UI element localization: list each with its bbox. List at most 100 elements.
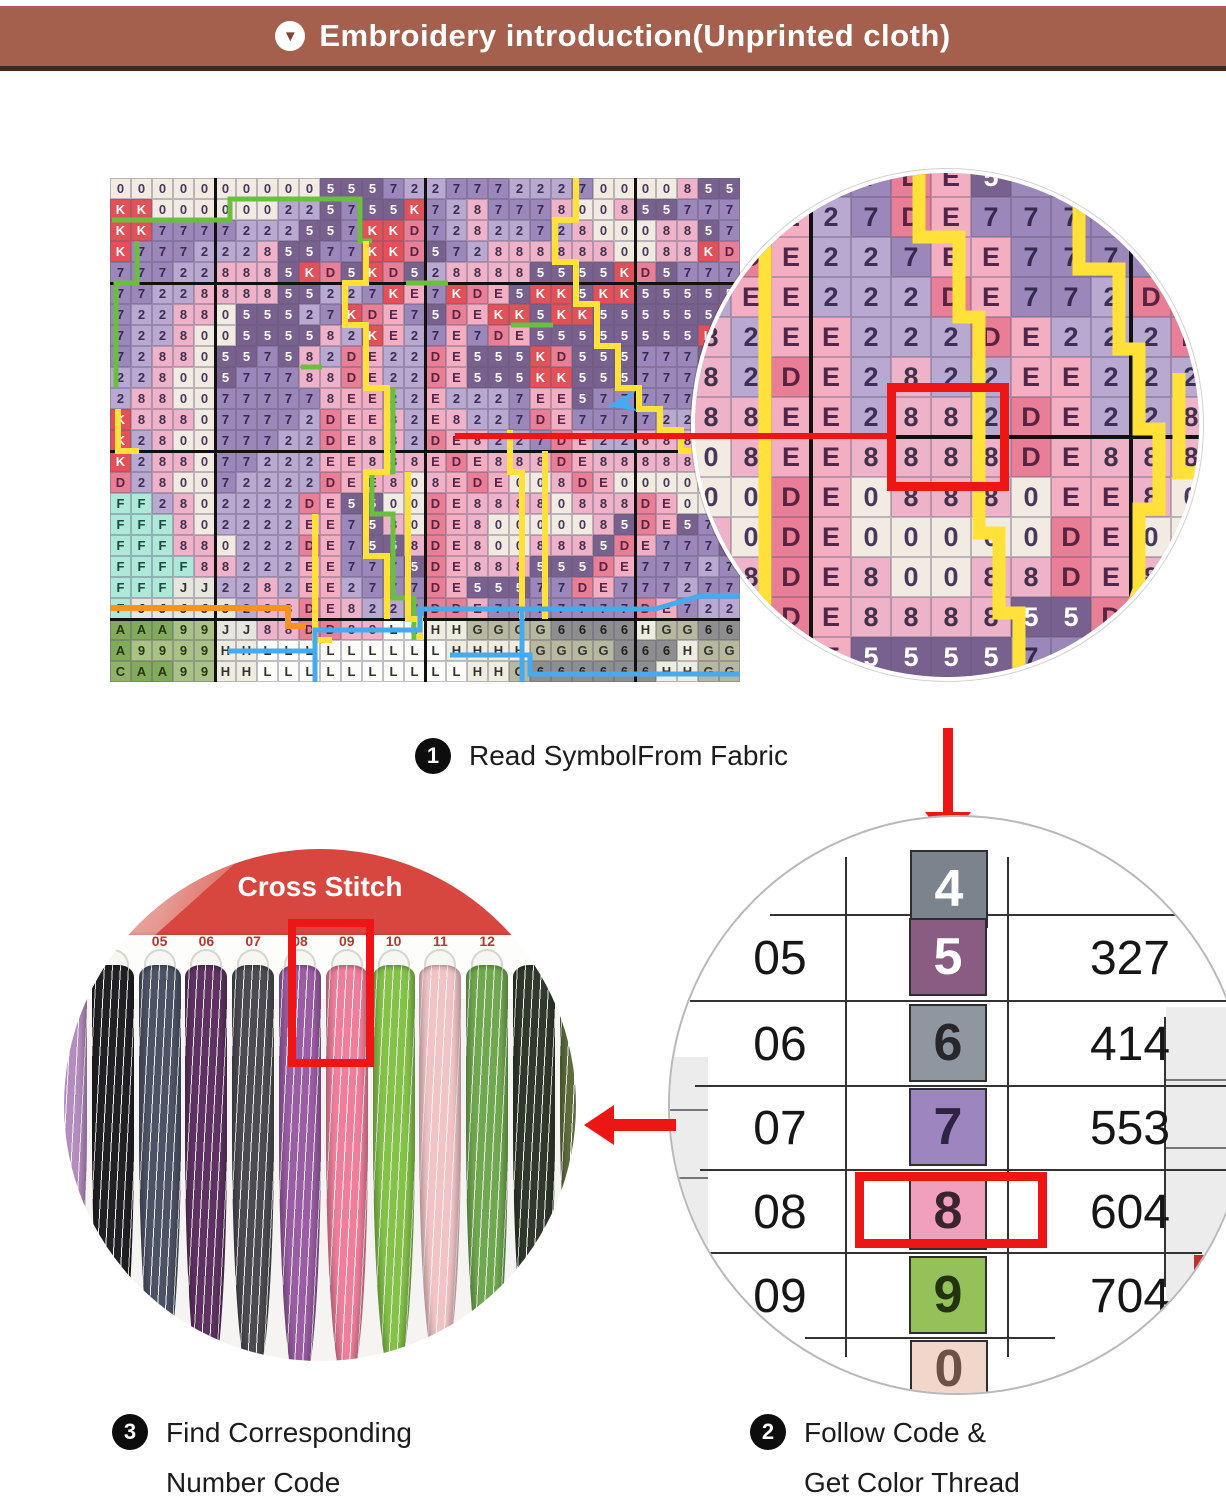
pattern-cell: E: [320, 598, 341, 619]
magnified-cell: 7: [1131, 173, 1171, 197]
pattern-cell: H: [236, 640, 257, 661]
pattern-cell: 7: [341, 514, 362, 535]
pattern-cell: 7: [110, 304, 131, 325]
pattern-cell: K: [110, 220, 131, 241]
magnifier-bold-line: [695, 435, 1199, 439]
pattern-cell: 8: [362, 451, 383, 472]
pattern-cell: 6: [530, 661, 551, 682]
pattern-cell: 7: [509, 598, 530, 619]
pattern-cell: 7: [215, 409, 236, 430]
pattern-cell: 8: [572, 535, 593, 556]
pattern-cell: 2: [299, 430, 320, 451]
pattern-cell: E: [341, 430, 362, 451]
pattern-cell: F: [110, 514, 131, 535]
pattern-cell: 0: [215, 535, 236, 556]
pattern-cell: 0: [593, 178, 614, 199]
table-hline: [702, 1252, 1202, 1254]
pattern-cell: 8: [572, 241, 593, 262]
magnified-cell: 2: [695, 237, 731, 277]
step2-text-line1: Follow Code &: [804, 1417, 987, 1448]
pattern-cell: 2: [215, 577, 236, 598]
sliver-line: [670, 1109, 708, 1111]
pattern-cell: E: [656, 598, 677, 619]
pattern-cell: 0: [551, 493, 572, 514]
pattern-cell: 8: [383, 451, 404, 472]
pattern-cell: 2: [530, 178, 551, 199]
pattern-cell: G: [509, 619, 530, 640]
magnified-cell: 7: [1091, 197, 1131, 237]
symbol-square-7: 7: [909, 1088, 987, 1166]
pattern-cell: 7: [635, 556, 656, 577]
magnified-cell: 5: [891, 637, 931, 677]
magnified-cell: 2: [931, 317, 971, 357]
magnified-cell: 7: [971, 197, 1011, 237]
slot-label-09: 09: [339, 933, 355, 949]
pattern-cell: 2: [257, 556, 278, 577]
chart-grid-bold-line: [214, 178, 217, 682]
magnified-cell: E: [1051, 477, 1091, 517]
magnified-cell: 8: [1091, 437, 1131, 477]
chart-grid-bold-line: [634, 178, 637, 682]
pattern-cell: 2: [236, 493, 257, 514]
pattern-cell: F: [110, 577, 131, 598]
pattern-cell: 7: [110, 325, 131, 346]
yellow-outline: [912, 173, 1026, 677]
pattern-cell: D: [614, 535, 635, 556]
pattern-cell: H: [467, 661, 488, 682]
slot-label-05: 05: [151, 933, 168, 949]
pattern-cell: E: [341, 388, 362, 409]
pattern-cell: 2: [278, 577, 299, 598]
pattern-cell: 2: [257, 451, 278, 472]
pattern-cell: 2: [383, 346, 404, 367]
magnified-cell: E: [811, 597, 851, 637]
magnified-cell: 0: [1171, 477, 1199, 517]
pattern-cell: 8: [320, 325, 341, 346]
pattern-chart: GGHH666666GHHLLLLLLLLLLHH99AACGGH666GGGG…: [110, 178, 740, 682]
magnified-cell: E: [811, 437, 851, 477]
pattern-cell: 7: [572, 178, 593, 199]
pattern-cell: 5: [236, 304, 257, 325]
magnified-cell: 8: [851, 437, 891, 477]
pattern-cell: 7: [110, 262, 131, 283]
pattern-cell: 7: [404, 577, 425, 598]
magnified-cell: 8: [851, 597, 891, 637]
code-table-circle: 4 05 5 327 06 6 414 07 7 553 08 8 604 09 9 704 0: [668, 815, 1226, 1395]
magnified-cell: 8: [695, 357, 731, 397]
pattern-cell: 8: [530, 241, 551, 262]
pattern-cell: K: [383, 241, 404, 262]
pattern-cell: 7: [110, 346, 131, 367]
slot-label-12: 12: [479, 933, 495, 949]
pattern-cell: E: [341, 409, 362, 430]
magnifier-circle: 7ED77777777EE7ED775555EEDDEED558888ED555…: [691, 169, 1203, 681]
pattern-cell: E: [593, 472, 614, 493]
pattern-cell: 8: [152, 346, 173, 367]
pattern-cell: H: [215, 661, 236, 682]
pattern-cell: J: [215, 598, 236, 619]
magnified-cell: 7: [1011, 197, 1051, 237]
magnified-cell: 7: [1171, 637, 1199, 677]
pattern-cell: 6: [551, 619, 572, 640]
magnified-cell: 7: [1051, 277, 1091, 317]
magnified-cell: 7: [1011, 677, 1051, 681]
pattern-cell: 5: [530, 262, 551, 283]
pattern-cell: 7: [383, 556, 404, 577]
pattern-cell: D: [467, 472, 488, 493]
pattern-cell: 2: [152, 304, 173, 325]
pattern-cell: 8: [467, 262, 488, 283]
pattern-cell: 5: [509, 283, 530, 304]
pattern-cell: 2: [278, 472, 299, 493]
pattern-cell: G: [656, 619, 677, 640]
pattern-cell: 8: [383, 514, 404, 535]
pattern-cell: 7: [467, 178, 488, 199]
magnified-cell: 5: [971, 173, 1011, 197]
magnified-cell: 2: [1091, 357, 1131, 397]
pattern-cell: E: [446, 472, 467, 493]
pattern-cell: E: [572, 451, 593, 472]
pattern-cell: 0: [509, 535, 530, 556]
pattern-cell: 5: [530, 556, 551, 577]
pattern-cell: E: [320, 514, 341, 535]
pattern-cell: 0: [173, 178, 194, 199]
pattern-cell: G: [530, 619, 551, 640]
pattern-cell: E: [446, 577, 467, 598]
pattern-cell: J: [215, 619, 236, 640]
